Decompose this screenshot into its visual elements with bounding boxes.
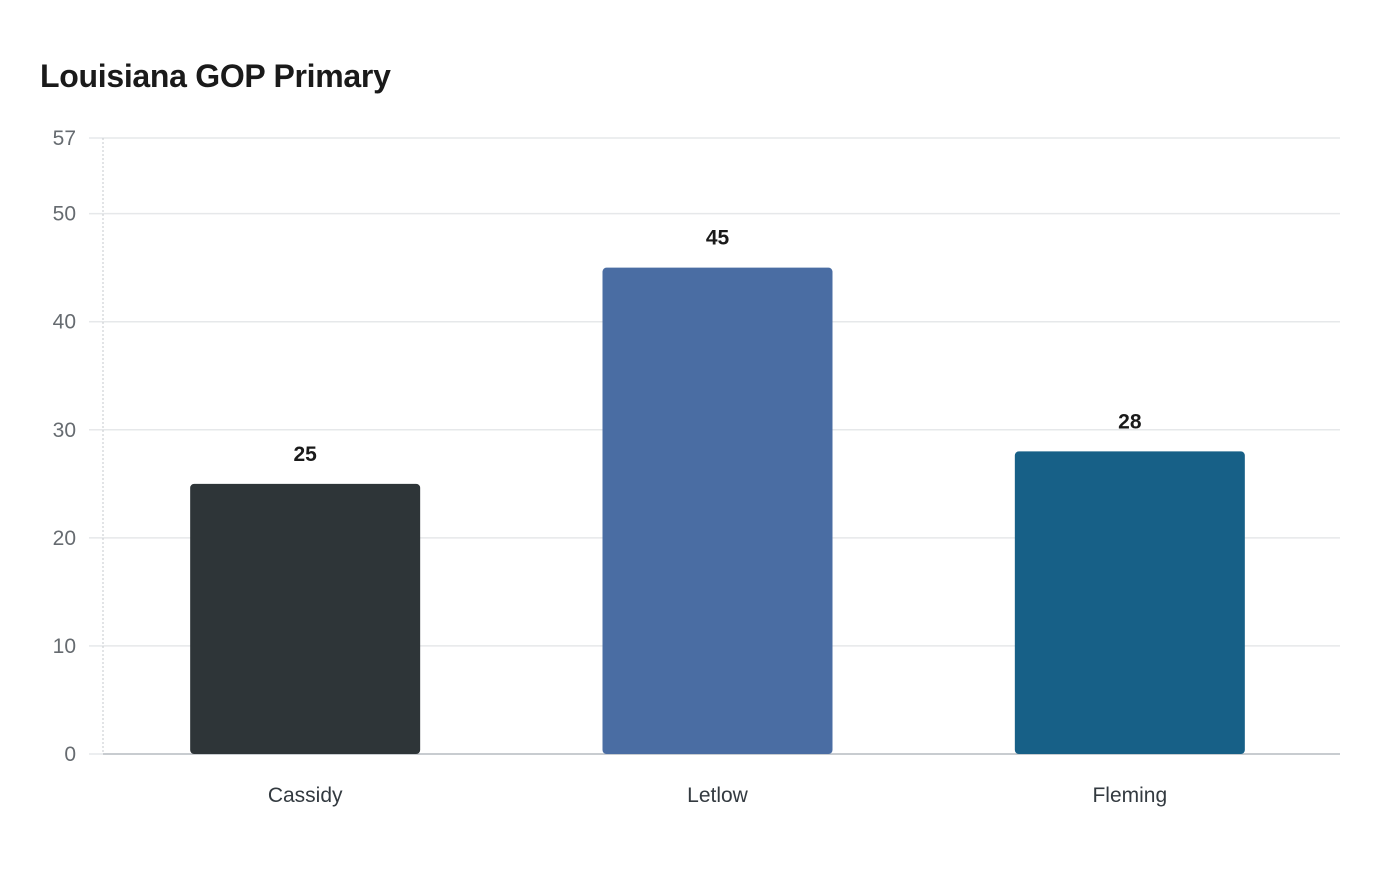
- y-tick-label: 57: [53, 127, 76, 150]
- data-label: 28: [1118, 410, 1142, 433]
- y-tick-label: 30: [53, 419, 76, 442]
- bar-letlow: [602, 267, 833, 754]
- x-tick-label: Cassidy: [268, 784, 343, 807]
- data-label: 25: [293, 443, 317, 466]
- chart-title: Louisiana GOP Primary: [40, 58, 391, 94]
- y-tick-label: 40: [53, 311, 76, 334]
- y-tick-label: 0: [64, 743, 76, 766]
- data-label: 45: [706, 227, 730, 250]
- bar-cassidy: [190, 483, 421, 754]
- x-tick-label: Letlow: [687, 784, 749, 807]
- bar-fleming: [1014, 451, 1245, 754]
- y-tick-label: 50: [53, 203, 76, 226]
- labels: 0 10 20 30 40 50 57 25 Cassidy 45 Letlow 28 Fleming: [53, 127, 1168, 807]
- bars: [190, 267, 1245, 754]
- x-tick-label: Fleming: [1092, 784, 1167, 807]
- y-tick-label: 20: [53, 527, 76, 550]
- y-tick-label: 10: [53, 635, 76, 658]
